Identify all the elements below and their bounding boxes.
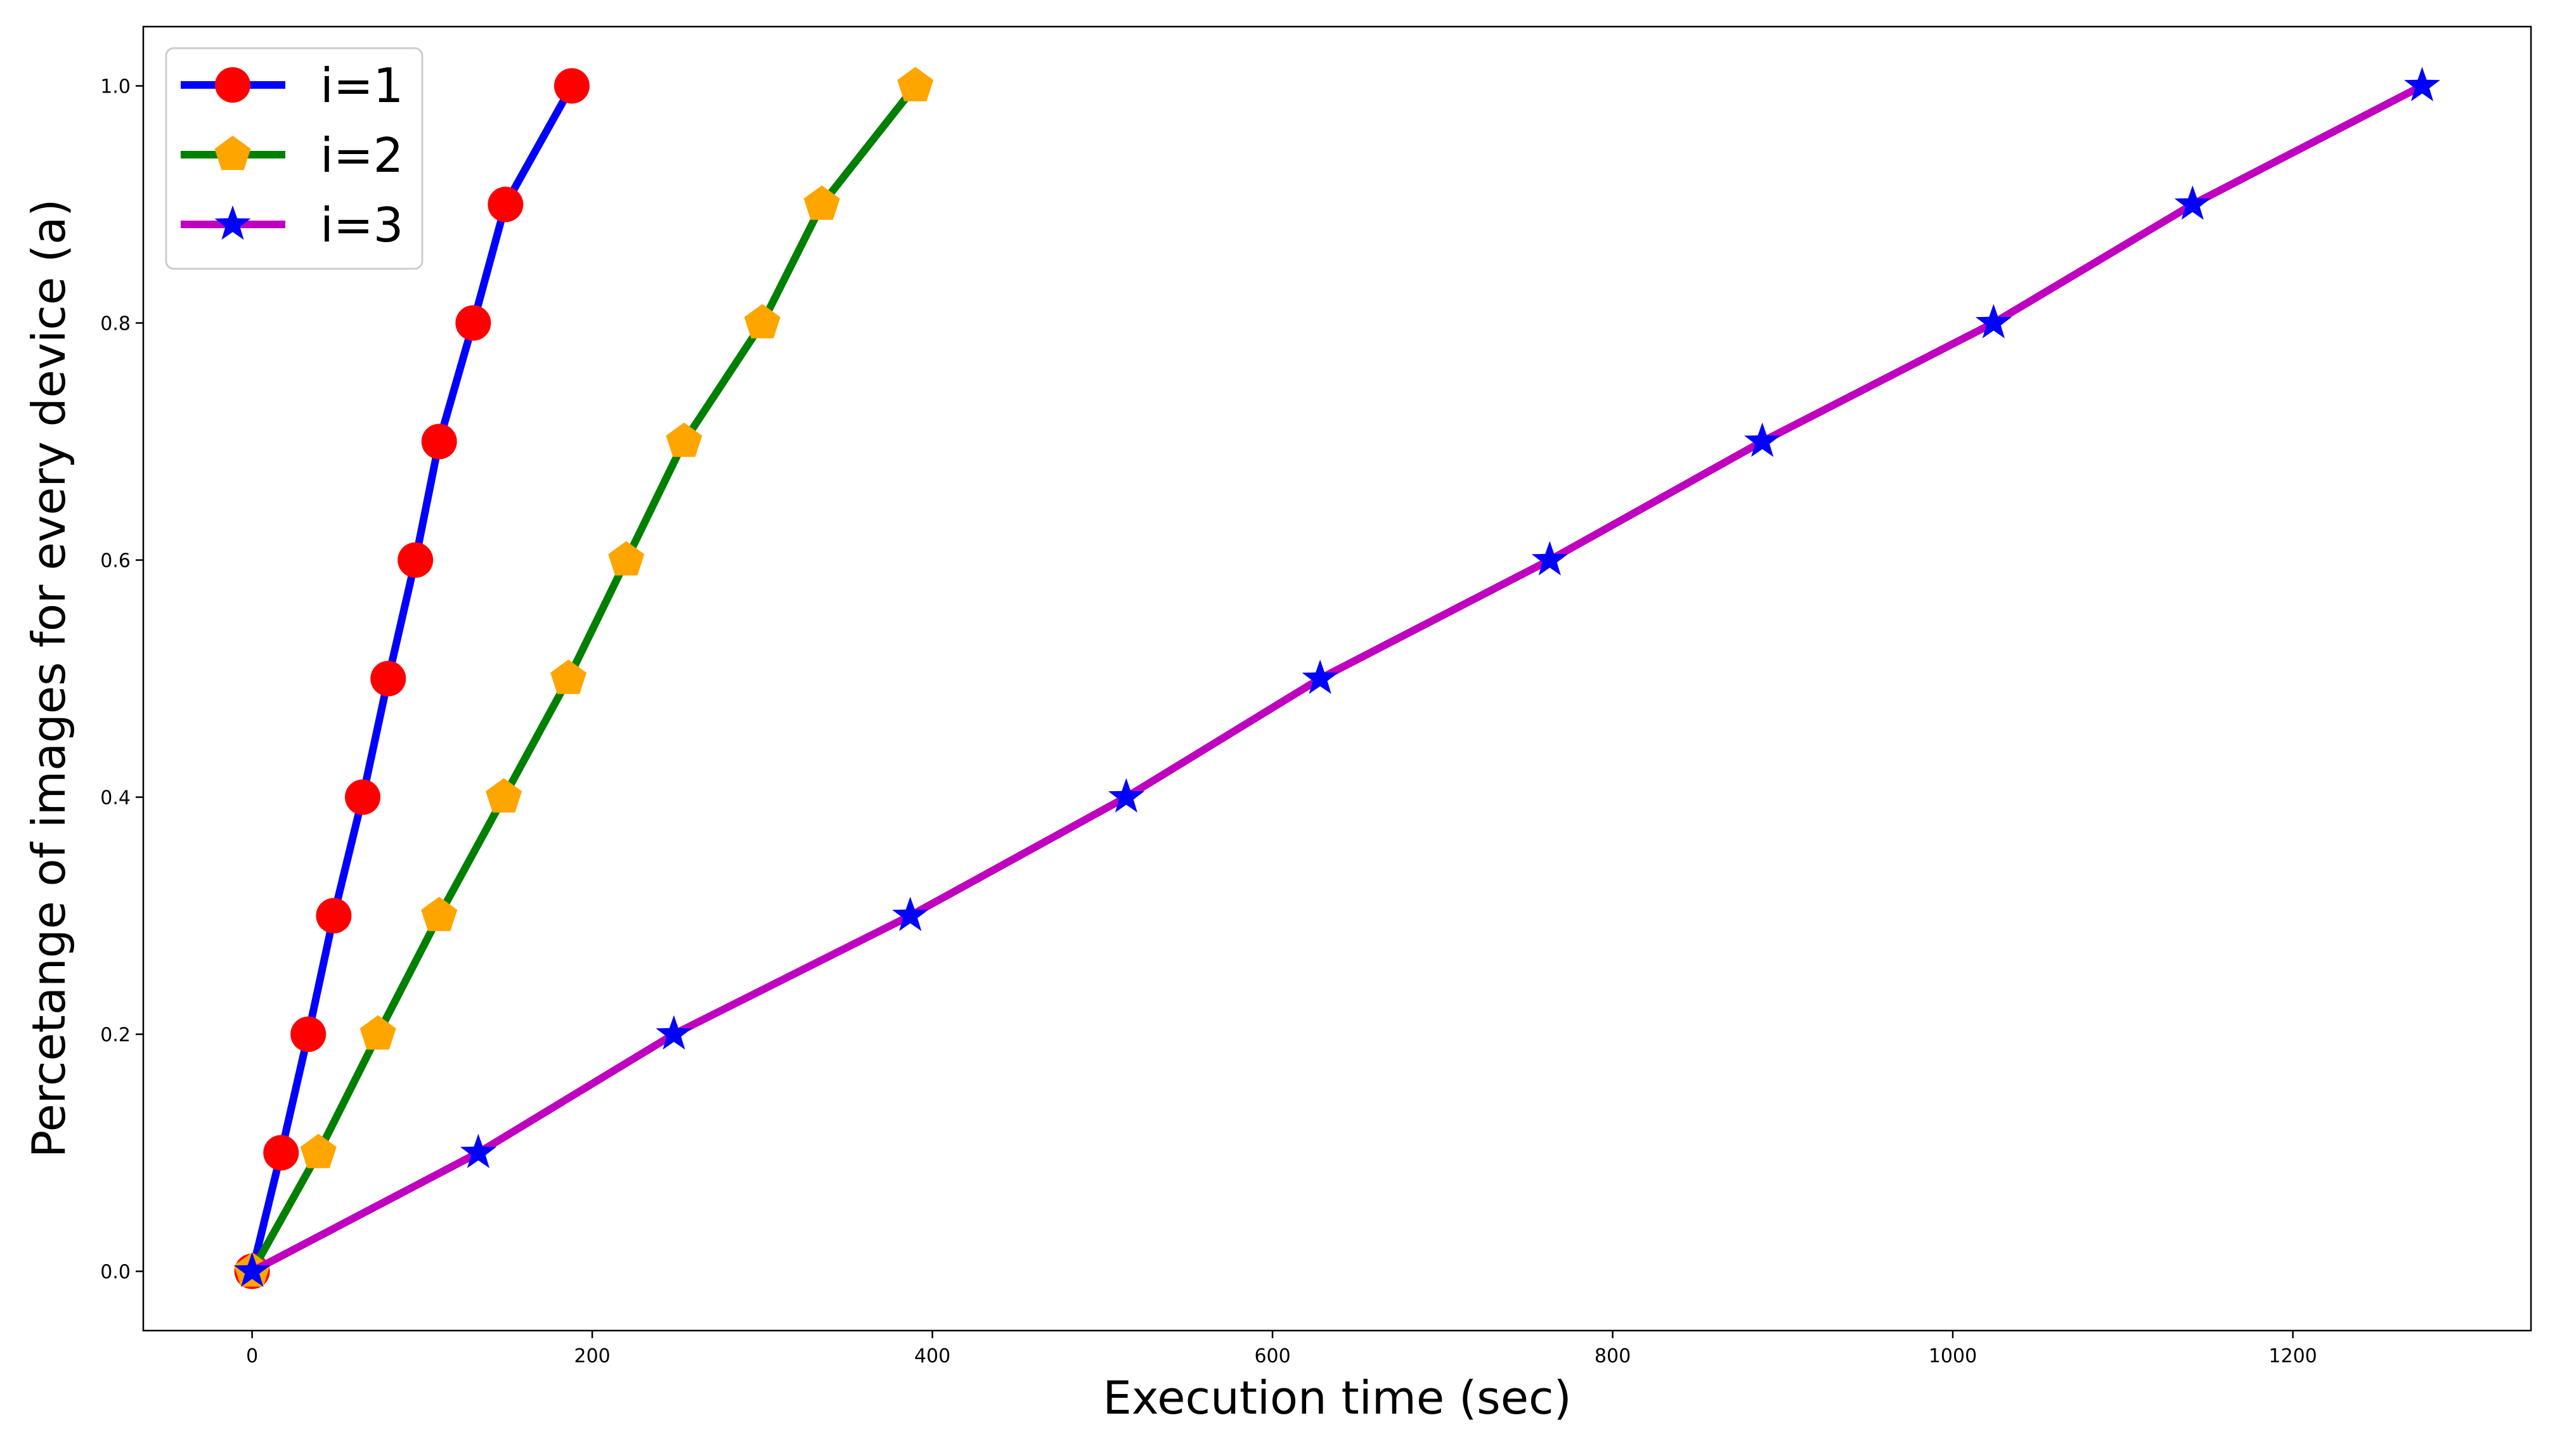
series-1-point (398, 542, 434, 578)
legend-marker-swatch (214, 205, 251, 240)
series-2-point (608, 541, 645, 576)
series-2-point (666, 422, 702, 457)
series-3-point (2174, 185, 2211, 220)
legend-marker-swatch (215, 67, 250, 103)
x-tick-label: 800 (1595, 1345, 1631, 1367)
series-2-point (803, 185, 840, 220)
legend-label: i=3 (320, 197, 403, 253)
legend-item-3: i=3 (181, 197, 403, 253)
y-tick-label: 0.2 (100, 1024, 131, 1047)
plot-frame (142, 25, 2532, 1332)
series-3-point (656, 1015, 692, 1050)
series-2-point (421, 896, 458, 931)
series-3-point (1975, 304, 2012, 339)
series-2-point (550, 659, 587, 694)
x-tick-label: 0 (246, 1345, 258, 1367)
series-2-point (359, 1015, 396, 1050)
legend-label: i=1 (320, 58, 403, 113)
series-1-point (455, 305, 491, 341)
series-1-point (290, 1016, 327, 1052)
series-3-point (234, 1252, 271, 1287)
x-tick-label: 1200 (2269, 1345, 2317, 1367)
x-tick-label: 200 (574, 1345, 611, 1367)
series-3-point (2404, 67, 2440, 101)
legend-label: i=2 (320, 127, 403, 183)
series-1-point (488, 186, 524, 223)
series-3-point (1744, 422, 1781, 457)
x-tick-label: 600 (1254, 1345, 1290, 1367)
series-3-point (1108, 778, 1144, 813)
y-tick-label: 0.8 (100, 313, 131, 335)
series-1-point (370, 661, 406, 697)
x-tick-label: 1000 (1929, 1345, 1977, 1367)
series-3-point (892, 896, 929, 931)
series-3-point (1531, 541, 1568, 576)
series-3-point (1302, 659, 1338, 694)
series-3 (234, 67, 2440, 1287)
legend-marker-swatch (214, 136, 251, 171)
x-axis-label: Execution time (sec) (1103, 1371, 1571, 1424)
y-axis-label: Percetange of images for every device (a… (22, 199, 75, 1158)
legend-item-2: i=2 (181, 127, 403, 183)
series-1-point (263, 1135, 299, 1171)
x-tick-label: 400 (914, 1345, 950, 1367)
series-1-point (316, 898, 352, 934)
series-2-point (300, 1133, 337, 1168)
series-2 (234, 67, 934, 1287)
series-1 (234, 68, 590, 1289)
legend-item-1: i=1 (181, 58, 403, 113)
ticks-layer: 0 200 400 600 800 1000 1200 0.0 0.2 0.4 0.6 0.8 1.0 (100, 76, 2317, 1368)
series-1-point (421, 423, 457, 460)
legend: i=1 i=2 i=3 (165, 47, 424, 270)
series-1-point (345, 779, 381, 815)
series-2-point (486, 778, 522, 813)
y-tick-label: 1.0 (100, 76, 131, 98)
y-tick-label: 0.0 (100, 1262, 131, 1284)
series-2-point (744, 304, 780, 339)
series-1-point (553, 68, 590, 104)
series-3-point (460, 1133, 496, 1168)
series-layer (234, 67, 2440, 1289)
y-tick-label: 0.6 (100, 550, 131, 572)
y-tick-label: 0.4 (100, 787, 131, 810)
series-2-point (897, 67, 934, 101)
